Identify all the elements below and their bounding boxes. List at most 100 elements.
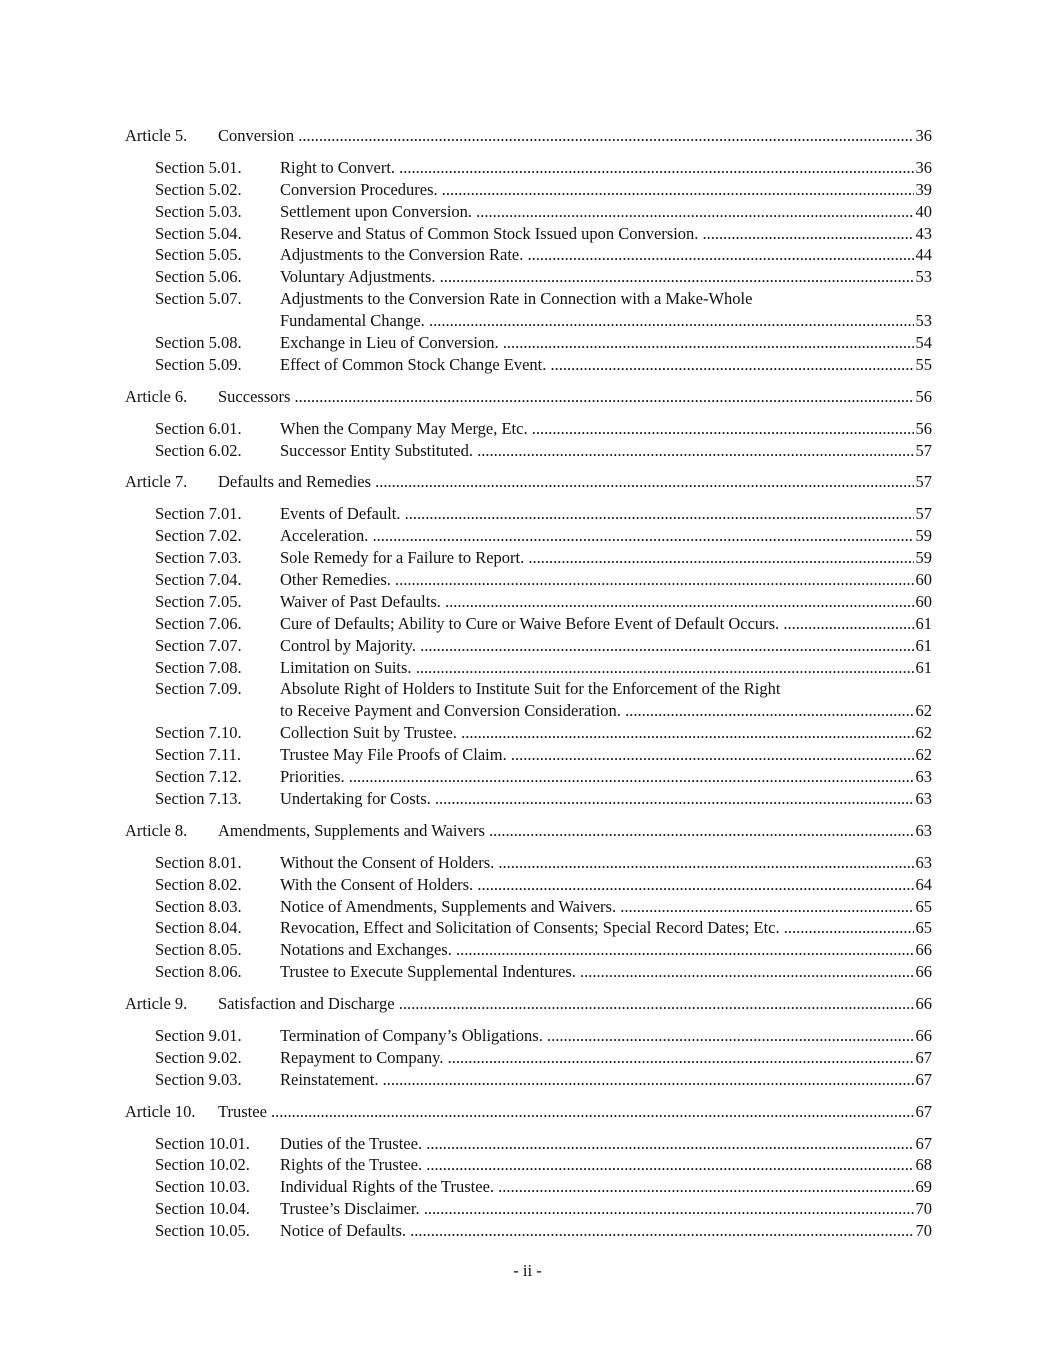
toc-section-entry[interactable]: Section 8.02. With the Consent of Holders… xyxy=(125,873,932,896)
toc-section-entry[interactable]: Section 7.12. Priorities.63 xyxy=(125,766,932,788)
toc-article-entry[interactable]: Article 6. Successors56 xyxy=(125,385,932,408)
section-title: Without the Consent of Holders. xyxy=(280,852,932,874)
page-number: 67 xyxy=(913,1046,932,1069)
toc-article-entry[interactable]: Article 9. Satisfaction and Discharge66 xyxy=(125,993,932,1015)
section-label: Section 7.01. xyxy=(155,504,242,524)
toc-section-entry[interactable]: Section 10.05. Notice of Defaults.70 xyxy=(125,1220,932,1242)
page-number: 66 xyxy=(913,961,932,984)
entry-title-text: Notice of Defaults. xyxy=(280,1221,932,1241)
toc-article-entry[interactable]: Article 10. Trustee67 xyxy=(125,1100,932,1123)
toc-section-entry[interactable]: Section 6.01. When the Company May Merge,… xyxy=(125,417,932,440)
entry-title-text: Settlement upon Conversion. xyxy=(280,201,932,221)
section-title: Reinstatement. xyxy=(280,1069,932,1091)
toc-section-entry[interactable]: Section 7.10. Collection Suit by Trustee.… xyxy=(125,722,932,745)
page-number: 66 xyxy=(913,1024,932,1047)
toc-section-entry[interactable]: Section 10.02. Rights of the Trustee.68 xyxy=(125,1154,932,1177)
toc-section-entry[interactable]: Section 8.04. Revocation, Effect and Soli… xyxy=(125,917,932,940)
entry-title-text: Notice of Amendments, Supplements and Wa… xyxy=(280,896,932,916)
entry-title-text: Adjustments to the Conversion Rate in Co… xyxy=(280,289,753,309)
toc-section-entry[interactable]: Section 7.04. Other Remedies.60 xyxy=(125,569,932,591)
article-label: Article 7. xyxy=(125,472,188,492)
article-title: Successors xyxy=(218,386,932,408)
toc-section-entry[interactable]: Section 7.07. Control by Majority.61 xyxy=(125,634,932,657)
section-label: Section 6.02. xyxy=(155,440,242,460)
toc-section-entry: Section 5.07. Adjustments to the Conversi… xyxy=(125,288,932,310)
section-label: Section 5.07. xyxy=(155,289,242,309)
toc-section-entry[interactable]: Section 8.05. Notations and Exchanges.66 xyxy=(125,939,932,962)
section-title: Notice of Amendments, Supplements and Wa… xyxy=(280,896,932,918)
page-number: 57 xyxy=(913,471,932,494)
toc-section-entry[interactable]: Section 8.01. Without the Consent of Hold… xyxy=(125,851,932,874)
article-group: Article 9.Satisfaction and Discharge66 Se… xyxy=(125,993,932,1091)
section-label: Section 5.02. xyxy=(155,179,242,199)
toc-section-entry[interactable]: Section 5.08. Exchange in Lieu of Convers… xyxy=(125,332,932,354)
section-title: Revocation, Effect and Solicitation of C… xyxy=(280,917,932,939)
section-label: Section 7.03. xyxy=(155,548,242,568)
toc-section-entry[interactable]: Section 5.03. Settlement upon Conversion.… xyxy=(125,200,932,223)
toc-section-entry[interactable]: Section 9.02. Repayment to Company.67 xyxy=(125,1046,932,1069)
page-number: 39 xyxy=(913,178,932,201)
section-title: Sole Remedy for a Failure to Report. xyxy=(280,547,932,569)
page-number: 53 xyxy=(913,266,932,289)
toc-section-entry[interactable]: Section 8.06. Trustee to Execute Suppleme… xyxy=(125,961,932,984)
page-number: 43 xyxy=(913,222,932,245)
toc-section-entry[interactable]: Section 5.09. Effect of Common Stock Chan… xyxy=(125,353,932,376)
entry-title-text: Conversion xyxy=(218,126,932,145)
article-label: Article 5. xyxy=(125,126,188,145)
article-group: Article 7.Defaults and Remedies57 Section… xyxy=(125,471,932,810)
section-title: Absolute Right of Holders to Institute S… xyxy=(280,678,932,700)
toc-section-entry[interactable]: Section 7.03. Sole Remedy for a Failure t… xyxy=(125,547,932,570)
section-title: Collection Suit by Trustee. xyxy=(280,722,932,744)
toc-article-entry[interactable]: Article 5. Conversion36 xyxy=(125,125,932,147)
toc-section-entry[interactable]: Section 5.05. Adjustments to the Conversi… xyxy=(125,244,932,267)
article-label: Article 9. xyxy=(125,994,188,1014)
section-label: Section 7.11. xyxy=(155,745,242,765)
toc-section-entry[interactable]: Section 10.04. Trustee’s Disclaimer.70 xyxy=(125,1198,932,1221)
toc-section-entry[interactable]: Section 6.02. Successor Entity Substitute… xyxy=(125,439,932,462)
toc-article-entry[interactable]: Article 8. Amendments, Supplements and Wa… xyxy=(125,819,932,842)
toc-section-entry[interactable]: Section 7.05. Waiver of Past Defaults.60 xyxy=(125,590,932,613)
section-title: Undertaking for Costs. xyxy=(280,788,932,810)
page-number: 62 xyxy=(913,700,932,723)
section-title: Trustee to Execute Supplemental Indentur… xyxy=(280,961,932,983)
toc-section-entry[interactable]: Section 9.01. Termination of Company’s Ob… xyxy=(125,1024,932,1047)
page-number: 55 xyxy=(913,353,932,376)
entry-title-text: Trustee May File Proofs of Claim. xyxy=(280,745,932,765)
section-title: Rights of the Trustee. xyxy=(280,1154,932,1176)
page-number: 63 xyxy=(913,819,932,842)
entry-title-text: Absolute Right of Holders to Institute S… xyxy=(280,679,781,699)
toc-section-entry[interactable]: Section 5.04. Reserve and Status of Commo… xyxy=(125,222,932,245)
entry-title-text: With the Consent of Holders. xyxy=(280,874,932,894)
toc-article-entry[interactable]: Article 7. Defaults and Remedies57 xyxy=(125,471,932,494)
toc-section-entry[interactable]: Section 5.02. Conversion Procedures.39 xyxy=(125,178,932,201)
toc-section-entry[interactable]: Section 10.01. Duties of the Trustee.67 xyxy=(125,1132,932,1155)
page-number: 59 xyxy=(913,547,932,570)
toc-section-entry[interactable]: Section 9.03. Reinstatement.67 xyxy=(125,1068,932,1091)
page-number: 59 xyxy=(913,525,932,548)
toc-section-entry[interactable]: Section 5.06. Voluntary Adjustments.53 xyxy=(125,266,932,289)
toc-section-entry[interactable]: to Receive Payment and Conversion Consid… xyxy=(125,700,932,723)
toc-section-entry[interactable]: Section 5.01. Right to Convert.36 xyxy=(125,156,932,179)
toc-section-entry[interactable]: Section 7.13. Undertaking for Costs.63 xyxy=(125,787,932,810)
toc-section-entry[interactable]: Section 7.02. Acceleration.59 xyxy=(125,525,932,548)
section-title: Effect of Common Stock Change Event. xyxy=(280,354,932,376)
section-title: Settlement upon Conversion. xyxy=(280,201,932,223)
entry-title-text: When the Company May Merge, Etc. xyxy=(280,418,932,438)
page-number: 66 xyxy=(913,993,932,1015)
toc-section-entry[interactable]: Fundamental Change.53 xyxy=(125,310,932,333)
entry-title-text: Notations and Exchanges. xyxy=(280,940,932,960)
section-label: Section 8.04. xyxy=(155,918,242,938)
article-label: Article 8. xyxy=(125,820,188,840)
entry-title-text: Voluntary Adjustments. xyxy=(280,267,932,287)
section-label: Section 9.01. xyxy=(155,1025,242,1045)
toc-section-entry[interactable]: Section 7.01. Events of Default.57 xyxy=(125,503,932,526)
toc-section-entry[interactable]: Section 8.03. Notice of Amendments, Suppl… xyxy=(125,895,932,918)
toc-section-entry[interactable]: Section 7.06. Cure of Defaults; Ability t… xyxy=(125,612,932,635)
toc-section-entry[interactable]: Section 7.11. Trustee May File Proofs of … xyxy=(125,744,932,767)
page-number: 62 xyxy=(913,744,932,767)
toc-section-entry[interactable]: Section 10.03. Individual Rights of the T… xyxy=(125,1176,932,1199)
page-number: 44 xyxy=(913,244,932,267)
entry-title-text: Duties of the Trustee. xyxy=(280,1133,932,1153)
toc-section-entry[interactable]: Section 7.08. Limitation on Suits.61 xyxy=(125,656,932,679)
page-number: 56 xyxy=(913,417,932,440)
